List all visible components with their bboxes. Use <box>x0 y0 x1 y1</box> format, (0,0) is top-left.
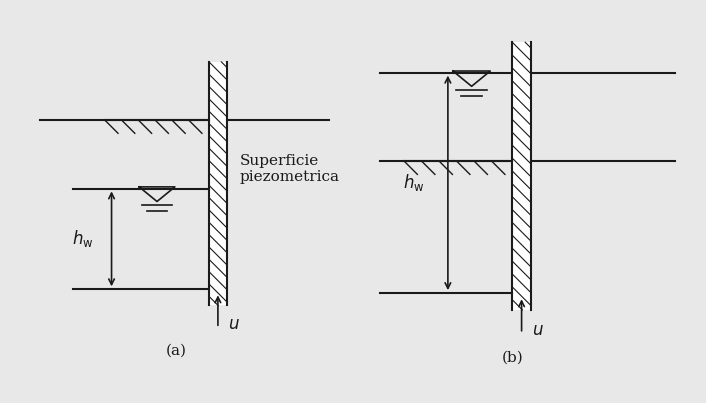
Text: Superficie
piezometrica: Superficie piezometrica <box>240 154 340 184</box>
Text: $u$: $u$ <box>227 316 239 333</box>
Bar <box>513 42 531 310</box>
Bar <box>209 62 227 305</box>
Text: $h_\mathrm{w}$: $h_\mathrm{w}$ <box>403 172 425 193</box>
Text: (b): (b) <box>501 350 523 364</box>
Text: $h_\mathrm{w}$: $h_\mathrm{w}$ <box>71 229 93 249</box>
Text: $u$: $u$ <box>532 322 544 339</box>
Text: (a): (a) <box>166 344 187 358</box>
